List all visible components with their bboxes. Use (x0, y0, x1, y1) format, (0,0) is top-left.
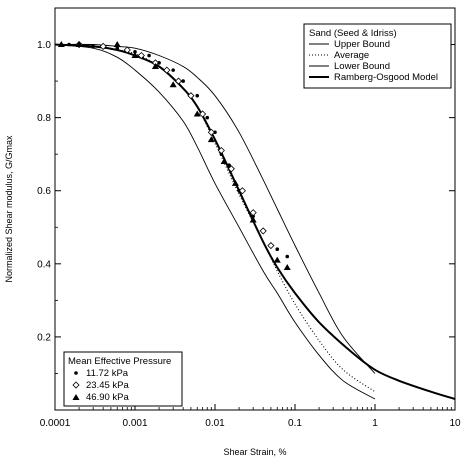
marker-diamond-3 (137, 51, 145, 60)
marker-dot-1 (91, 44, 95, 49)
marker-dot-14 (251, 214, 255, 219)
marker-dot-6 (171, 68, 175, 72)
marker-dot-12 (227, 163, 231, 167)
marker-diamond-1 (99, 42, 107, 50)
legend-marker-diamond (72, 381, 80, 389)
legend-bottom: Mean Effective Pressure 11.72 kPa 23.45 … (63, 351, 183, 407)
marker-diamond-6 (174, 77, 183, 85)
x-tick-label-4: 1 (372, 418, 378, 429)
marker-dot-4 (147, 53, 151, 58)
marker-dot-10 (213, 130, 217, 135)
x-tick-label-1: 0.001 (122, 418, 147, 429)
marker-diamond-10 (217, 146, 225, 155)
marker-triangle-6 (193, 110, 201, 117)
marker-triangle-3 (131, 52, 139, 59)
y-tick-label-4: 1.0 (37, 40, 51, 51)
x-ticks: 0.0001 0.001 0.01 0.1 1 10 (40, 404, 461, 429)
marker-diamond-8 (199, 110, 207, 118)
legend-entry-average: Average (334, 50, 369, 61)
marker-diamond-11 (227, 165, 235, 173)
x-tick-label-3: 0.1 (288, 418, 302, 429)
y-axis-label: Normalized Shear modulus, G/Gmax (4, 135, 14, 283)
marker-dot-7 (181, 79, 185, 83)
marker-dot-2 (115, 46, 120, 50)
x-tick-label-2: 0.01 (205, 418, 225, 429)
legend-top-title: Sand (Seed & Idriss) (309, 28, 397, 39)
legend-entry-lower: Lower Bound (334, 61, 390, 72)
y-tick-label-2: 0.6 (37, 186, 51, 197)
legend-entry-ramberg: Ramberg-Osgood Model (334, 72, 438, 83)
marker-triangle-2 (113, 41, 121, 48)
marker-dot-5 (157, 61, 161, 65)
marker-triangle-10 (249, 216, 257, 223)
y-ticks: 0.2 0.4 0.6 0.8 1.0 (37, 7, 455, 374)
marker-triangle-4 (151, 62, 159, 69)
marker-diamond-2 (123, 46, 131, 54)
marker-triangle-7 (207, 136, 215, 143)
x-tick-label-0: 0.0001 (40, 418, 71, 429)
legend-entry-46: 46.90 kPa (86, 392, 129, 403)
plot-frame (54, 7, 456, 411)
marker-dot-0 (67, 42, 71, 47)
marker-triangle-5 (169, 81, 177, 88)
marker-diamond-13 (249, 209, 257, 217)
series-line-0 (54, 43, 376, 374)
legend-bottom-box (63, 351, 183, 407)
marker-dot-16 (275, 247, 280, 251)
legend-marker-triangle (72, 394, 80, 400)
marker-dot-3 (133, 50, 137, 54)
legend-entry-23: 23.45 kPa (86, 380, 129, 391)
marker-diamond-14 (259, 227, 267, 235)
marker-dot-9 (205, 115, 210, 120)
y-tick-label-3: 0.8 (37, 113, 51, 124)
markers (57, 40, 291, 270)
marker-dot-8 (195, 93, 200, 98)
marker-triangle-8 (220, 157, 228, 164)
legend-marker-dot (74, 371, 78, 375)
x-axis-label: Shear Strain, % (223, 447, 286, 457)
marker-dot-11 (219, 152, 224, 156)
marker-triangle-0 (57, 41, 65, 48)
series-line-2 (54, 44, 376, 400)
marker-triangle-11 (273, 256, 281, 263)
marker-diamond-9 (207, 128, 215, 136)
x-tick-label-5: 10 (449, 418, 461, 429)
marker-triangle-1 (75, 41, 83, 48)
y-tick-label-1: 0.4 (37, 259, 51, 270)
marker-diamond-5 (163, 66, 171, 74)
marker-diamond-15 (267, 241, 275, 250)
legend-top: Sand (Seed & Idriss) Upper Bound Average… (303, 23, 452, 89)
marker-triangle-9 (231, 179, 239, 186)
marker-dot-17 (285, 254, 290, 259)
y-tick-label-0: 0.2 (37, 332, 51, 343)
legend-entry-11: 11.72 kPa (86, 368, 129, 379)
marker-diamond-12 (238, 187, 246, 195)
marker-triangle-12 (283, 263, 291, 270)
marker-diamond-7 (187, 92, 195, 100)
legend-bottom-title: Mean Effective Pressure (68, 356, 171, 367)
legend-entry-upper: Upper Bound (334, 39, 390, 50)
